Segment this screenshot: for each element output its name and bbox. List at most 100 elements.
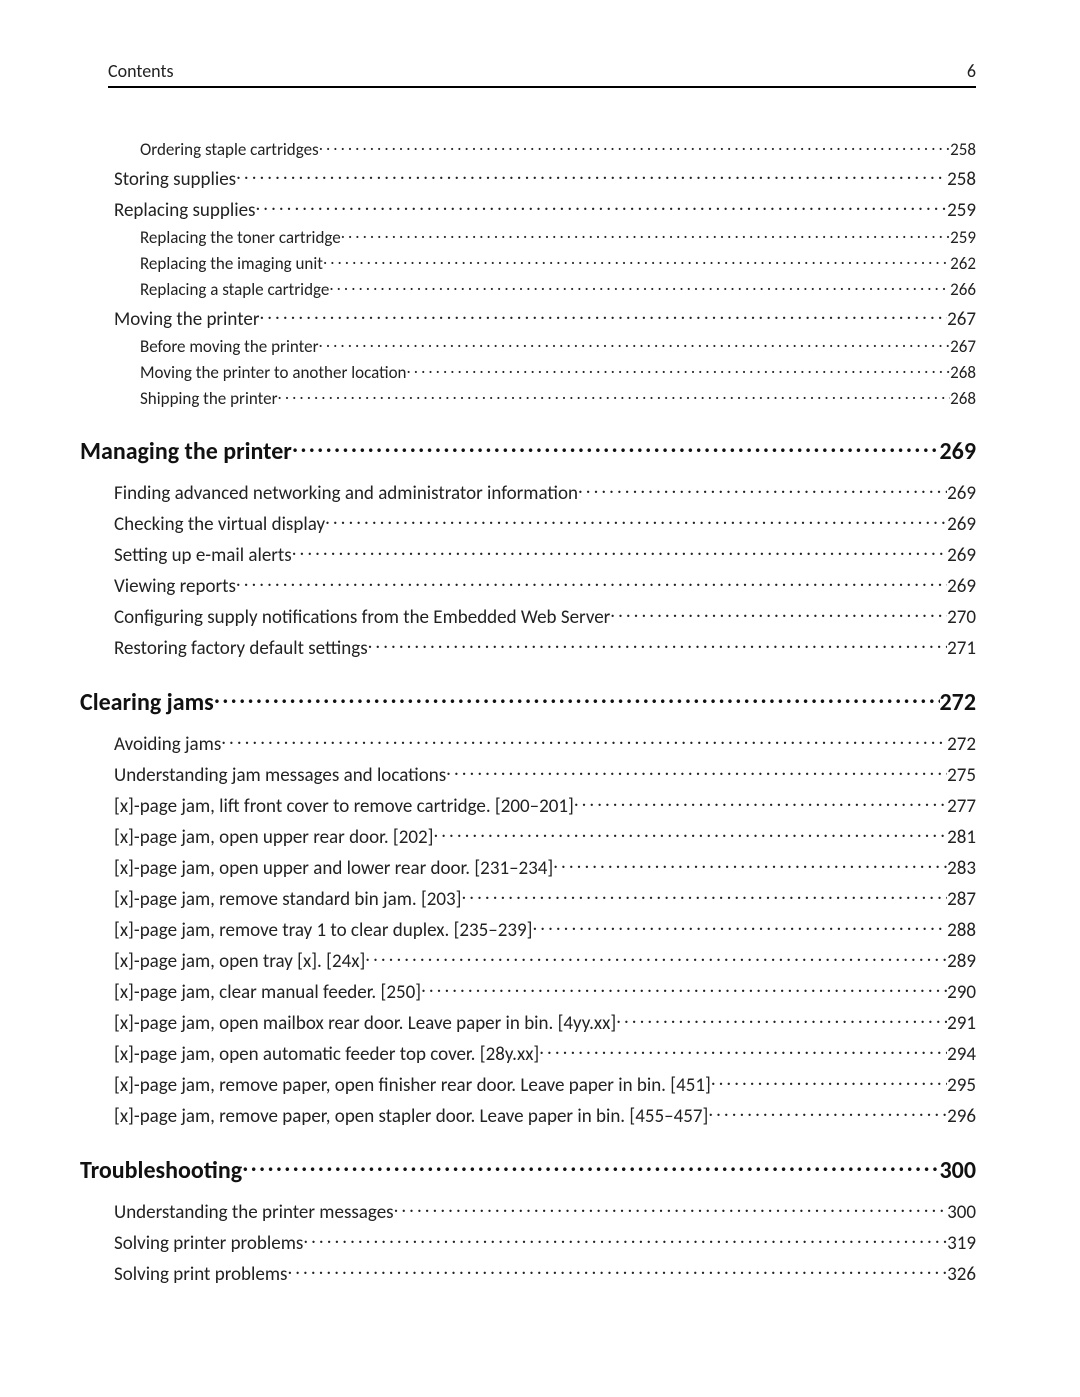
toc-leader-dots — [365, 948, 947, 967]
toc-entry-page: 258 — [950, 139, 976, 160]
toc-entry-page: 259 — [950, 227, 976, 248]
toc-leader-dots — [287, 1261, 947, 1280]
toc-leader-dots — [553, 855, 947, 874]
toc-row: Clearing jams 272 — [80, 688, 976, 717]
toc-leader-dots — [616, 1010, 947, 1029]
toc-leader-dots — [341, 226, 950, 243]
toc-entry-page: 269 — [940, 437, 977, 466]
toc-entry-label: Replacing the toner cartridge — [140, 227, 341, 248]
toc-entry-label: Moving the printer — [114, 308, 259, 331]
toc-entry-level1: [x]-page jam, clear manual feeder. [250]… — [114, 979, 976, 1004]
toc-entry-label: [x]-page jam, open mailbox rear door. Le… — [114, 1012, 616, 1035]
toc-entry-page: 326 — [947, 1263, 976, 1286]
toc-entry-page: 258 — [947, 168, 976, 191]
toc-entry-page: 283 — [947, 857, 976, 880]
toc-leader-dots — [574, 793, 947, 812]
toc-entry-level1: [x]-page jam, remove paper, open finishe… — [114, 1072, 976, 1097]
toc-entry-label: Clearing jams — [80, 688, 214, 717]
toc-entry-level2: Replacing a staple cartridge266 — [140, 278, 976, 300]
toc-entry-label: Replacing the imaging unit — [140, 253, 323, 274]
toc-entry-page: 272 — [940, 688, 977, 717]
toc-entry-level1: Understanding jam messages and locations… — [114, 762, 976, 787]
toc-leader-dots — [292, 542, 947, 561]
toc-entry-level1: Understanding the printer messages 300 — [114, 1199, 976, 1224]
toc-entry-page: 295 — [947, 1074, 976, 1097]
toc-entry-page: 262 — [950, 253, 976, 274]
toc-leader-dots — [221, 731, 947, 750]
toc-entry-label: [x]-page jam, remove paper, open finishe… — [114, 1074, 711, 1097]
toc-entry-level1: Restoring factory default settings271 — [114, 635, 976, 660]
toc-leader-dots — [406, 361, 950, 378]
toc-entry-level1: [x]-page jam, open automatic feeder top … — [114, 1041, 976, 1066]
toc-entry-page: 300 — [947, 1201, 976, 1224]
toc-entry-label: [x]-page jam, remove standard bin jam. [… — [114, 888, 462, 911]
toc-leader-dots — [421, 979, 947, 998]
toc-entry-level1: Checking the virtual display269 — [114, 511, 976, 536]
toc-entry-page: 290 — [947, 981, 976, 1004]
toc-entry-page: 269 — [947, 544, 976, 567]
toc-leader-dots — [236, 166, 947, 185]
toc-section-heading: Troubleshooting 300 — [80, 1156, 976, 1185]
toc-entry-level1: Solving printer problems 319 — [114, 1230, 976, 1255]
toc-leader-dots — [242, 1162, 939, 1178]
toc-entry-page: 269 — [947, 575, 976, 598]
toc-entry-page: 272 — [947, 733, 976, 756]
toc-entry-label: Viewing reports — [114, 575, 236, 598]
toc-entry-level1: Solving print problems 326 — [114, 1261, 976, 1286]
toc-leader-dots — [610, 604, 947, 623]
toc-leader-dots — [303, 1230, 947, 1249]
toc-entry-page: 289 — [947, 950, 976, 973]
toc-entry-label: Finding advanced networking and administ… — [114, 482, 578, 505]
toc-entry-level1: Viewing reports 269 — [114, 573, 976, 598]
toc-leader-dots — [236, 573, 947, 592]
toc-entry-level1: [x]-page jam, open mailbox rear door. Le… — [114, 1010, 976, 1035]
toc-entry-level2: Shipping the printer268 — [140, 387, 976, 409]
toc-leader-dots — [532, 917, 947, 936]
toc-entry-label: [x]-page jam, clear manual feeder. [250] — [114, 981, 421, 1004]
toc-entry-level1: Finding advanced networking and administ… — [114, 480, 976, 505]
toc-entry-label: Ordering staple cartridges — [140, 139, 319, 160]
toc-entry-page: 268 — [950, 362, 976, 383]
toc-entry-level1: [x]-page jam, open upper rear door. [202… — [114, 824, 976, 849]
toc-entry-page: 267 — [950, 336, 976, 357]
toc-entry-page: 270 — [947, 606, 976, 629]
page-header: Contents 6 — [108, 60, 976, 88]
toc-entry-label: Understanding the printer messages — [114, 1201, 394, 1224]
toc-section-heading: Managing the printer269 — [80, 437, 976, 466]
toc-leader-dots — [323, 252, 950, 269]
toc-entry-label: Checking the virtual display — [114, 513, 325, 536]
toc-entry-label: Before moving the printer — [140, 336, 319, 357]
toc-entry-page: 319 — [947, 1232, 976, 1255]
table-of-contents: Ordering staple cartridges258Storing sup… — [80, 138, 976, 1286]
toc-entry-level1: [x]-page jam, lift front cover to remove… — [114, 793, 976, 818]
toc-entry-level2: Replacing the imaging unit 262 — [140, 252, 976, 274]
toc-entry-page: 268 — [950, 388, 976, 409]
toc-entry-label: Avoiding jams — [114, 733, 221, 756]
toc-entry-page: 300 — [940, 1156, 977, 1185]
toc-entry-level1: [x]-page jam, open upper and lower rear … — [114, 855, 976, 880]
toc-leader-dots — [711, 1072, 947, 1091]
toc-entry-page: 288 — [947, 919, 976, 942]
toc-entry-level2: Ordering staple cartridges 258 — [140, 138, 976, 160]
toc-entry-label: Solving print problems — [114, 1263, 287, 1286]
toc-entry-level2: Moving the printer to another location26… — [140, 361, 976, 383]
toc-section-heading: Clearing jams 272 — [80, 688, 976, 717]
toc-leader-dots — [319, 138, 950, 155]
toc-entry-level1: Replacing supplies259 — [114, 197, 976, 222]
toc-leader-dots — [446, 762, 947, 781]
toc-leader-dots — [462, 886, 948, 905]
toc-entry-label: Troubleshooting — [80, 1156, 242, 1185]
toc-entry-label: [x]-page jam, lift front cover to remove… — [114, 795, 574, 818]
toc-entry-label: [x]-page jam, open tray [x]. [24x] — [114, 950, 365, 973]
toc-leader-dots — [255, 197, 947, 216]
toc-entry-label: Solving printer problems — [114, 1232, 303, 1255]
toc-entry-page: 277 — [947, 795, 976, 818]
toc-leader-dots — [433, 824, 947, 843]
toc-entry-label: Replacing supplies — [114, 199, 255, 222]
toc-leader-dots — [214, 694, 940, 710]
toc-entry-level1: Storing supplies258 — [114, 166, 976, 191]
toc-leader-dots — [259, 306, 947, 325]
toc-entry-page: 271 — [947, 637, 976, 660]
toc-entry-level1: Setting up e-mail alerts269 — [114, 542, 976, 567]
toc-entry-page: 266 — [950, 279, 976, 300]
